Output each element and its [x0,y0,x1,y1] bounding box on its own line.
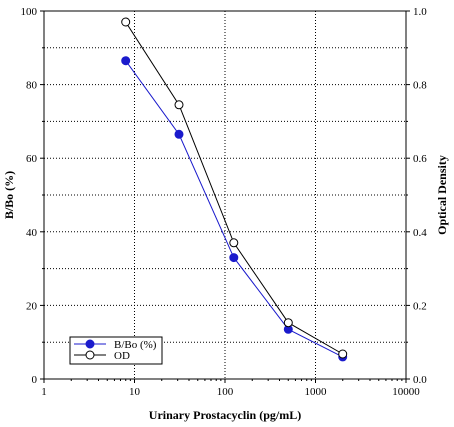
y2-axis-title: Optical Density [435,155,449,235]
legend-label-od: OD [114,350,130,362]
y-tick-label: 40 [26,227,38,239]
legend: B/Bo (%) OD [69,336,163,365]
y2-tick-label: 0.8 [413,80,427,92]
y2-tick-label: 0.4 [413,227,427,239]
y-tick-label: 100 [21,6,38,18]
series-1-point-4 [338,349,348,359]
y2-tick-label: 1.0 [413,6,427,18]
x-tick-label: 10 [129,386,141,398]
x-tick-label: 10000 [392,386,420,398]
y-tick-label: 20 [26,300,38,312]
legend-box [69,336,163,365]
series-1-point-1 [174,100,184,110]
series-0-point-1 [174,129,184,139]
series-1-point-0 [121,17,131,27]
legend-marker-od [85,350,95,360]
legend-label-bbo: B/Bo (%) [114,339,157,351]
y-tick-label: 0 [32,374,38,386]
y2-tick-label: 0.6 [413,153,427,165]
series-0-point-2 [229,253,239,263]
x-axis-title: Urinary Prostacyclin (pg/mL) [149,408,301,422]
x-tick-label: 100 [217,386,234,398]
grid [44,11,406,379]
legend-marker-bbo [85,339,95,349]
series-0-point-0 [121,56,131,66]
ticks: 0 20 40 60 80 100 0.0 0.2 0.4 0.6 0.8 1.0 1 10 100 1000… [21,6,428,398]
x-tick-label: 1000 [305,386,328,398]
y2-tick-label: 0.2 [413,300,427,312]
series-layer [121,17,348,362]
x-tick-label: 1 [41,386,47,398]
y-tick-label: 80 [26,80,38,92]
series-1-point-2 [229,238,239,248]
y2-tick-label: 0.0 [413,374,427,386]
y-axis-title: B/Bo (%) [2,171,16,219]
y-tick-label: 60 [26,153,38,165]
series-1-point-3 [283,318,293,328]
